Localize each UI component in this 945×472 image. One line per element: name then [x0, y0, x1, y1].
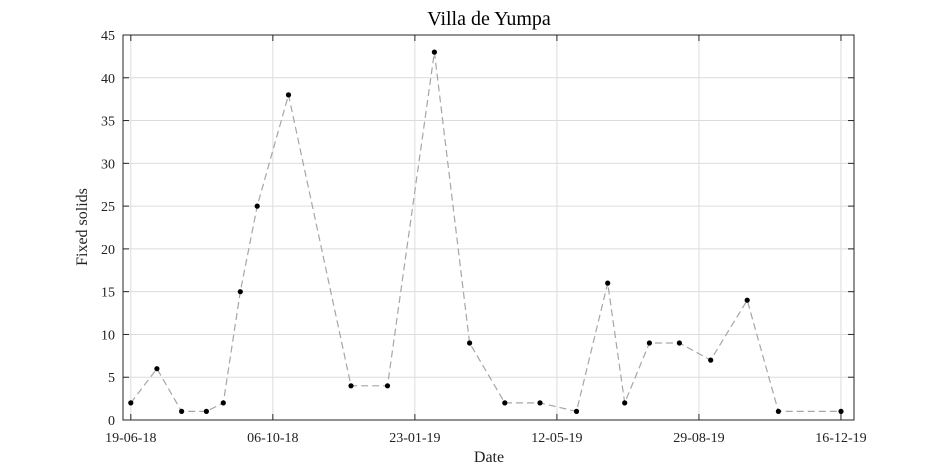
y-tick-label: 5: [108, 371, 115, 386]
data-point: [203, 408, 209, 414]
data-point: [646, 340, 653, 346]
y-tick-label: 25: [101, 200, 115, 215]
x-tick-label: 29-08-19: [673, 431, 724, 446]
data-point: [431, 49, 437, 55]
grid: [123, 34, 854, 421]
data-point: [128, 400, 134, 406]
data-point: [775, 408, 782, 414]
data-point: [676, 340, 683, 346]
x-axis-label: Date: [474, 449, 504, 466]
data-point: [348, 383, 354, 389]
data-point: [744, 297, 750, 303]
data-point: [254, 203, 260, 209]
data-point: [285, 92, 292, 98]
x-tick-label: 23-01-19: [389, 431, 440, 446]
plot-frame: [122, 34, 855, 421]
y-tick-label: 35: [101, 115, 115, 130]
x-tick-label: 12-05-19: [531, 431, 582, 446]
chart-title: Villa de Yumpa: [427, 8, 551, 30]
data-point: [708, 357, 714, 363]
data-point: [220, 400, 226, 406]
data-point: [605, 280, 611, 286]
y-tick-label: 15: [101, 286, 115, 301]
data-point: [622, 400, 628, 406]
data-point: [154, 366, 160, 372]
series-line: [130, 52, 841, 413]
y-tick-label: 30: [101, 157, 115, 172]
axis-ticks: 0 5 10 15 20 25 30 35 40 45 19-06-18 06-10-18 23-01-…: [101, 29, 867, 446]
y-tick-label: 40: [101, 72, 115, 87]
data-point: [573, 408, 580, 414]
data-point: [502, 400, 508, 406]
y-tick-label: 0: [108, 414, 115, 429]
x-tick-label: 16-12-19: [815, 431, 866, 446]
x-tick-label: 19-06-18: [105, 431, 156, 446]
x-tick-label: 06-10-18: [247, 431, 298, 446]
data-point: [179, 408, 185, 414]
data-point: [467, 340, 473, 346]
series-layer: [128, 49, 844, 414]
y-tick-label: 10: [101, 328, 115, 343]
data-point: [384, 383, 391, 389]
y-tick-label: 20: [101, 243, 115, 258]
data-point: [838, 408, 844, 414]
data-point: [237, 289, 243, 295]
data-point: [537, 400, 543, 406]
y-tick-label: 45: [101, 29, 115, 44]
y-axis-label: Fixed solids: [74, 188, 91, 266]
